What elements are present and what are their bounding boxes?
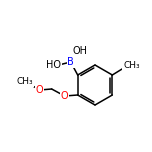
Text: CH₃: CH₃ [16,78,33,86]
Text: O: O [36,85,43,95]
Text: O: O [61,91,69,101]
Text: CH₃: CH₃ [123,62,140,71]
Text: OH: OH [72,46,87,56]
Text: B: B [67,57,74,67]
Text: HO: HO [46,60,61,70]
